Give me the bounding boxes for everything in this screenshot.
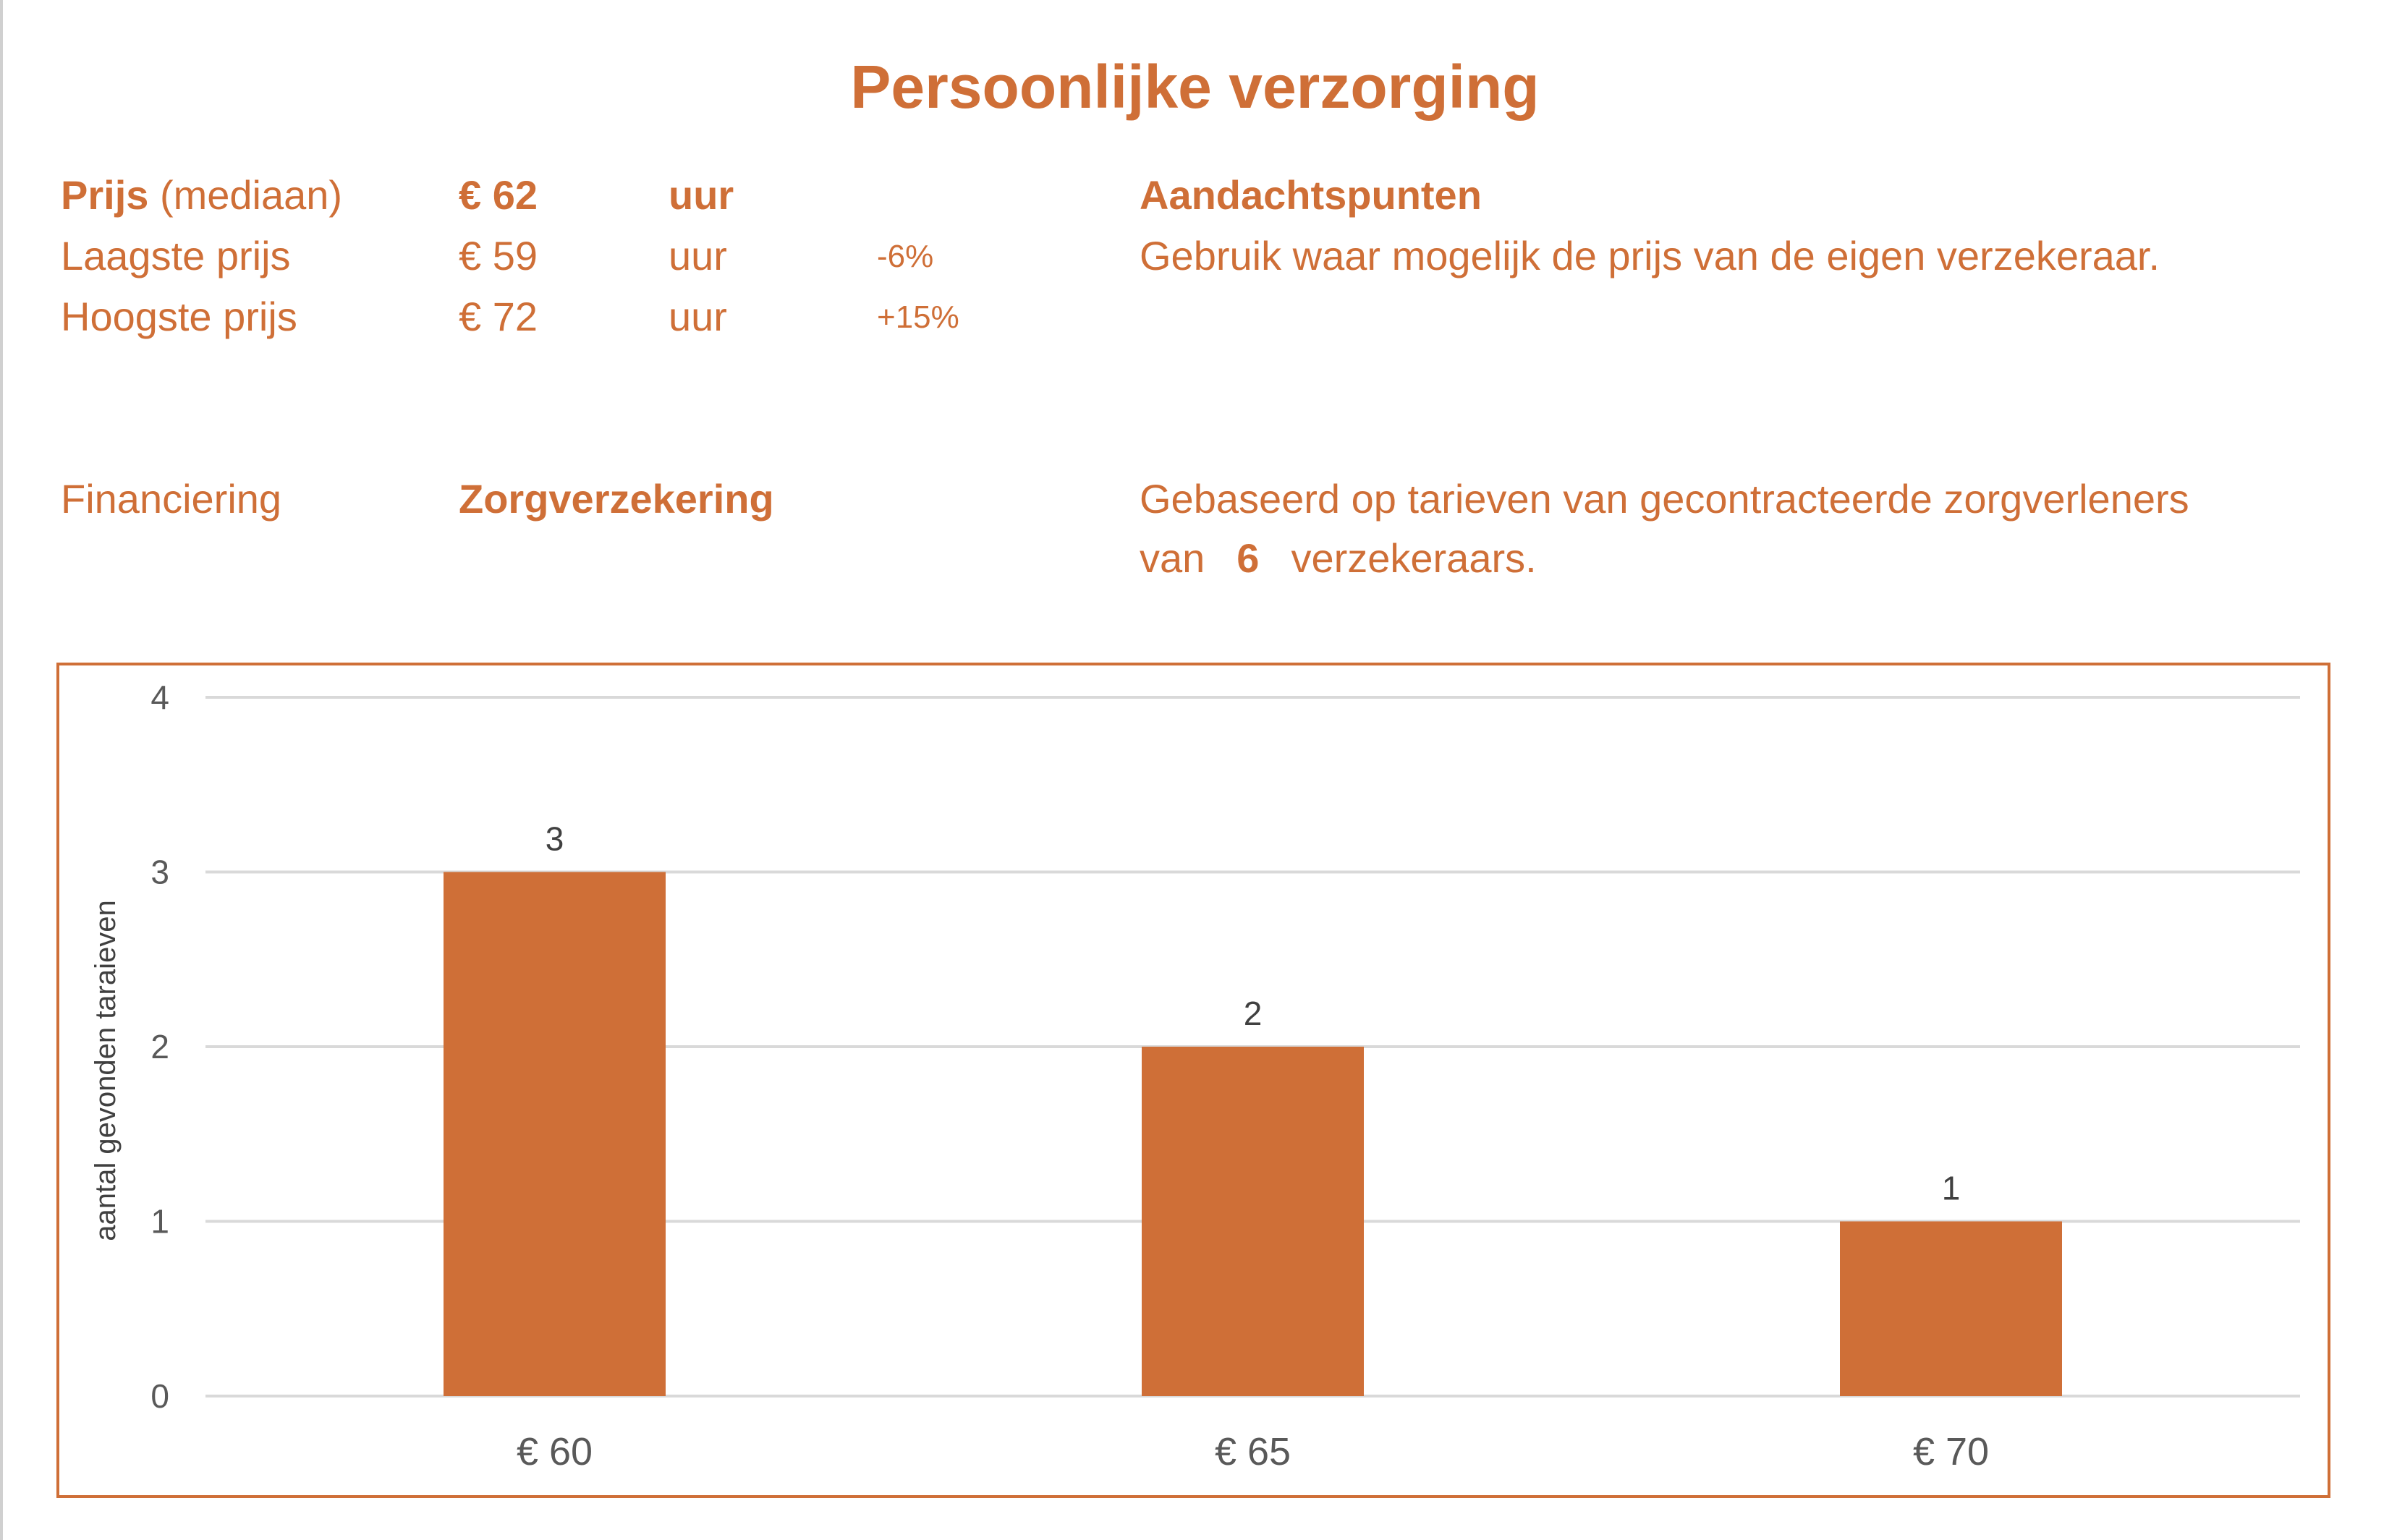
y-tick-label: 0 [150,1377,169,1415]
median-label-bold: Prijs [61,172,149,218]
y-tick-label: 4 [150,678,169,716]
basis-pre: van [1140,535,1205,581]
data-label: 3 [546,820,564,858]
financing-label: Financiering [61,476,282,522]
y-tick-label: 2 [150,1028,169,1065]
basis-post: verzekeraars. [1291,535,1537,581]
bar [1840,1221,2062,1396]
data-label: 2 [1244,995,1263,1032]
financing-value: Zorgverzekering [459,476,774,522]
lowest-value: € 59 [459,233,538,278]
page-title: Persoonlijke verzorging [850,53,1540,121]
median-unit: uur [669,172,734,218]
attention-heading: Aandachtspunten [1140,172,1482,218]
basis-line2: van 6 verzekeraars. [1140,538,1537,579]
lowest-diff: -6% [877,239,934,274]
median-label-rest: (mediaan) [159,172,343,218]
bar [444,872,666,1396]
insurer-count: 6 [1236,535,1260,581]
bar-chart: 0 1 2 3 4 3 € 60 2 € 65 1 € 70 aantal gevonden tara… [90,678,2300,1473]
y-axis-title: aantal gevonden taraieven [90,900,122,1241]
highest-value: € 72 [459,294,538,339]
chart-frame [56,663,2330,1498]
lowest-unit: uur [669,233,727,278]
attention-text: Gebruik waar mogelijk de prijs van de ei… [1140,233,2160,278]
x-tick-label: € 70 [1913,1430,1989,1473]
highest-diff: +15% [877,299,959,335]
y-tick-label: 3 [150,854,169,891]
highest-label: Hoogste prijs [61,294,297,339]
lowest-label: Laagste prijs [61,233,291,278]
highest-unit: uur [669,294,727,339]
data-label: 1 [1942,1170,1961,1207]
median-label: Prijs (mediaan) [61,175,342,216]
x-tick-label: € 65 [1215,1430,1291,1473]
basis-line1: Gebaseerd op tarieven van gecontracteerd… [1140,476,2189,522]
median-value: € 62 [459,172,538,218]
x-tick-label: € 60 [517,1430,593,1473]
bar [1142,1047,1364,1396]
y-tick-label: 1 [150,1203,169,1241]
